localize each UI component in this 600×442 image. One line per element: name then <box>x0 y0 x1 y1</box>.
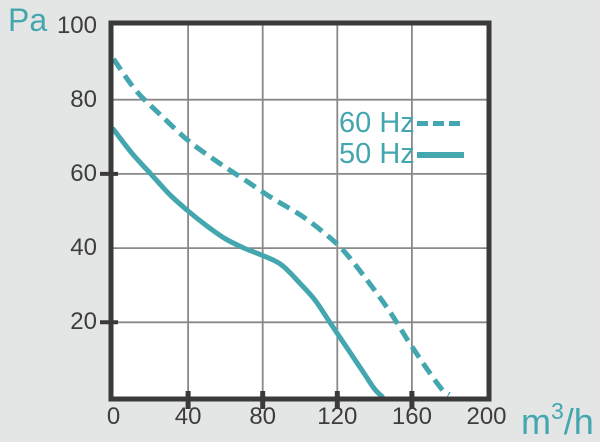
y-tick-label-100: 100 <box>56 11 97 39</box>
y-tick-label-80: 80 <box>70 85 97 113</box>
y-tick-label-60: 60 <box>70 159 97 187</box>
curve-50-hz <box>111 126 385 399</box>
curve-60-hz <box>111 57 451 397</box>
x-unit-exponent: 3 <box>551 398 564 424</box>
x-tick-label-120: 120 <box>317 403 358 430</box>
legend-solid-line-sample <box>417 151 464 158</box>
legend-dashed-line-sample <box>417 121 464 126</box>
x-tick-label-80: 80 <box>249 403 277 430</box>
x-tick-label-200: 200 <box>466 403 507 430</box>
x-tick-label-0: 0 <box>106 403 121 430</box>
x-axis-unit-label: m3/h <box>521 395 594 440</box>
legend-item-60hz: 60 Hz <box>339 108 464 139</box>
x-tick-label-40: 40 <box>174 403 202 430</box>
x-unit-per-hour: /h <box>563 401 594 442</box>
plot-area <box>110 22 490 400</box>
x-tick-label-160: 160 <box>391 403 432 430</box>
legend-label-50hz: 50 Hz <box>339 138 415 170</box>
y-axis-unit-label: Pa <box>8 2 48 38</box>
y-tick-label-20: 20 <box>70 308 97 336</box>
legend: 60 Hz 50 Hz <box>339 108 464 170</box>
legend-label-60hz: 60 Hz <box>339 107 415 139</box>
x-unit-m: m <box>521 401 551 442</box>
legend-item-50hz: 50 Hz <box>339 139 464 170</box>
y-tick-label-40: 40 <box>70 234 97 262</box>
plot-border <box>108 20 492 402</box>
